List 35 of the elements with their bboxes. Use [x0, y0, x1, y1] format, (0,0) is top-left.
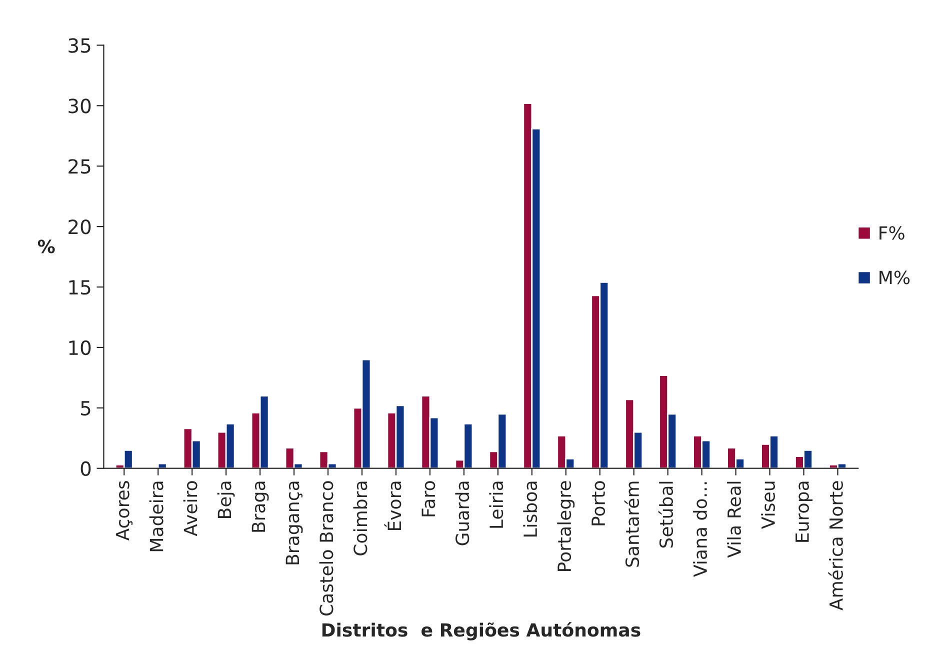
x-tick-label: Viseu — [761, 482, 776, 529]
x-tick-label: Madeira — [149, 482, 164, 552]
x-tick-label: Viana do… — [693, 482, 708, 577]
x-tick-label: Braga — [252, 482, 269, 532]
y-tick-label: 25 — [68, 159, 90, 174]
y-tick-label: 10 — [69, 340, 91, 356]
y-tick-label: 0 — [80, 461, 91, 476]
y-axis-title: % — [38, 240, 55, 254]
x-tick-label: Açores — [116, 481, 133, 541]
x-tick-label: Beja — [217, 482, 235, 518]
y-tick-label: 15 — [69, 280, 90, 295]
x-tick-label: Vila Real — [727, 482, 742, 558]
x-tick-label: Santarém — [624, 482, 640, 567]
x-tick-label: Europa — [796, 482, 812, 542]
x-tick-label: Guarda — [455, 482, 470, 546]
x-tick-label: Leiria — [489, 482, 504, 528]
x-tick-label: Porto — [592, 481, 606, 526]
x-tick-label: Coimbra — [353, 482, 368, 556]
x-tick-label: Aveiro — [183, 481, 198, 536]
x-tick-label: Setúbal — [658, 482, 674, 548]
x-tick-label: Castelo Branco — [319, 481, 334, 616]
x-tick-label: Portalegre — [557, 481, 575, 571]
x-tick-label: Évora — [384, 482, 402, 530]
legend-label: M% — [880, 270, 910, 284]
y-tick-label: 5 — [81, 401, 90, 416]
y-tick-label: 20 — [68, 220, 91, 234]
y-tick-label: 35 — [68, 38, 90, 53]
y-tick-label: 30 — [68, 98, 91, 114]
bar — [157, 462, 168, 468]
x-tick-label: Bragança — [286, 482, 303, 564]
x-tick-label: Faro — [422, 481, 436, 516]
x-tick-label: América Norte — [828, 481, 843, 610]
legend-label: F% — [880, 226, 904, 240]
x-axis-title: Distritos e Regiões Autónomas — [322, 622, 640, 640]
x-tick-label: Lisboa — [523, 482, 538, 536]
